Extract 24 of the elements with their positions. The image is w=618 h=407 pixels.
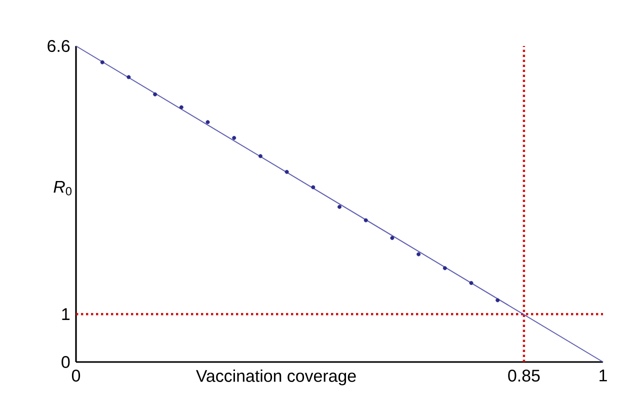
point: [390, 236, 394, 240]
point: [258, 154, 262, 158]
y-axis-title: R$_{0}$: [54, 181, 72, 196]
point: [364, 218, 368, 222]
y-tick-label: 6.6: [48, 40, 70, 52]
x-tick-label: 0: [72, 370, 80, 382]
point: [416, 252, 421, 256]
x-tick-label: 1: [600, 370, 607, 382]
x-axis-title: Vaccination coverage: [196, 370, 356, 386]
point: [284, 170, 289, 174]
point: [100, 60, 104, 64]
point: [232, 136, 236, 140]
point: [126, 75, 131, 80]
point: [153, 92, 158, 96]
point: [496, 298, 500, 302]
point: [206, 120, 210, 124]
y-tick-label: 0: [62, 356, 70, 368]
y-tick-label: 1: [62, 308, 70, 320]
point: [442, 266, 447, 270]
point: [469, 281, 474, 285]
point: [338, 204, 342, 209]
x-tick-label: 0.85: [508, 370, 540, 382]
point: [311, 185, 316, 190]
point: [179, 105, 184, 110]
